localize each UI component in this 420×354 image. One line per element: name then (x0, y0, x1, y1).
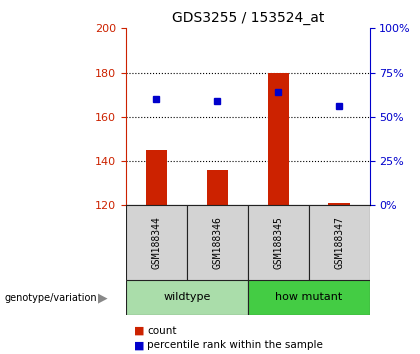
Text: GSM188345: GSM188345 (273, 216, 283, 269)
Bar (207, 170, 228, 205)
Text: GSM188344: GSM188344 (152, 216, 161, 269)
Text: GSM188347: GSM188347 (334, 216, 344, 269)
Bar (248, 205, 309, 280)
Text: genotype/variation: genotype/variation (4, 293, 97, 303)
Bar (309, 205, 370, 280)
Bar (328, 203, 350, 205)
Bar (126, 205, 187, 280)
Bar (268, 73, 289, 205)
Bar (146, 150, 167, 205)
Text: ■: ■ (134, 340, 145, 350)
Text: ■: ■ (134, 326, 145, 336)
Text: count: count (147, 326, 176, 336)
Bar (248, 280, 370, 315)
Bar (187, 205, 248, 280)
Bar (126, 280, 248, 315)
Title: GDS3255 / 153524_at: GDS3255 / 153524_at (172, 11, 324, 24)
Text: percentile rank within the sample: percentile rank within the sample (147, 340, 323, 350)
Text: GSM188346: GSM188346 (213, 216, 222, 269)
Text: how mutant: how mutant (275, 292, 342, 302)
Text: ▶: ▶ (98, 292, 108, 304)
Text: wildtype: wildtype (163, 292, 210, 302)
